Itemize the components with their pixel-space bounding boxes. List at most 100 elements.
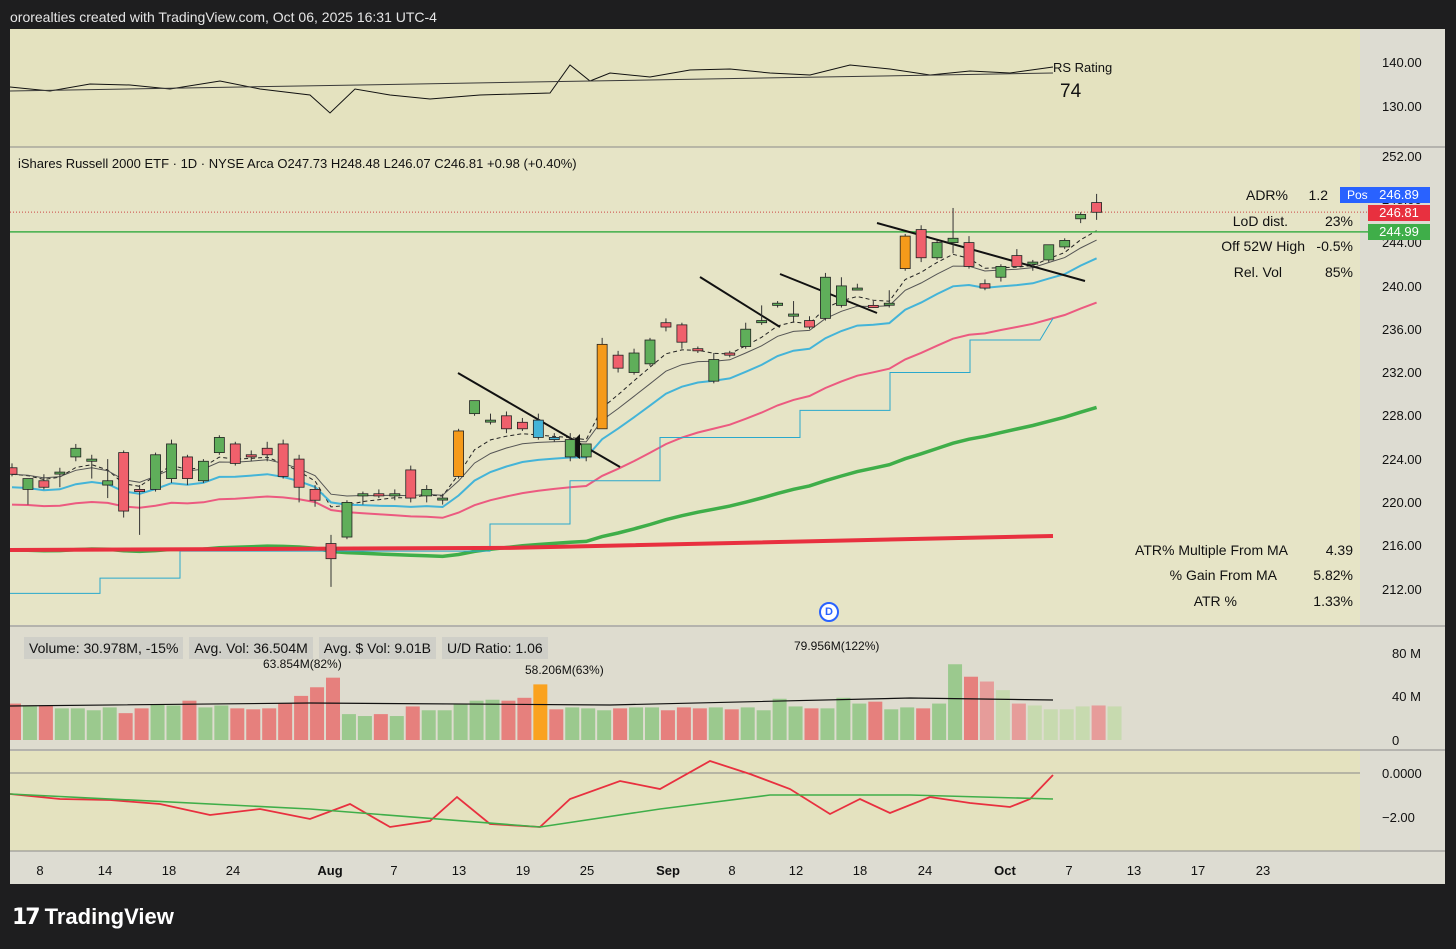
volume-bar bbox=[214, 705, 229, 740]
volume-peak-label-3: 79.956M(122%) bbox=[794, 639, 880, 653]
x-axis-tick: 25 bbox=[580, 863, 594, 878]
x-axis-tick: 14 bbox=[98, 863, 112, 878]
volume-bar bbox=[1043, 709, 1058, 740]
candle-body bbox=[804, 320, 815, 328]
chart-svg[interactable]: 252.00248.00244.00240.00236.00232.00228.… bbox=[10, 29, 1445, 884]
candle-body bbox=[772, 302, 783, 306]
volume-bar bbox=[979, 681, 994, 740]
candle-body bbox=[357, 493, 369, 497]
price-axis-tick: 212.00 bbox=[1382, 582, 1422, 597]
stat-atr-label: ATR % bbox=[1193, 593, 1237, 609]
volume-bar bbox=[676, 707, 691, 740]
volume-bar bbox=[230, 708, 245, 740]
candle-body bbox=[118, 452, 130, 512]
candle-body bbox=[612, 354, 624, 369]
volume-bar bbox=[150, 704, 165, 740]
price-axis-tick: 220.00 bbox=[1382, 495, 1422, 510]
candle-body bbox=[532, 419, 544, 438]
x-axis-tick: Aug bbox=[317, 863, 342, 878]
price-axis-tick: 252.00 bbox=[1382, 149, 1422, 164]
volume-bar bbox=[326, 677, 340, 740]
volume-bar bbox=[533, 684, 548, 740]
rs-line bbox=[10, 64, 1054, 114]
stat-atr-value: 1.33% bbox=[1313, 593, 1353, 609]
ema-21-line bbox=[11, 301, 1097, 519]
volume-bar bbox=[724, 709, 739, 740]
sma-200-line bbox=[10, 533, 1054, 553]
candle-body bbox=[309, 489, 321, 501]
candle-body bbox=[341, 501, 353, 538]
volume-bar bbox=[1075, 706, 1090, 740]
oscillator-pane-bg bbox=[10, 751, 1360, 851]
chart-area[interactable]: 252.00248.00244.00240.00236.00232.00228.… bbox=[10, 29, 1445, 884]
volume-bar bbox=[453, 704, 468, 740]
volume-bar bbox=[310, 687, 325, 740]
volume-bar bbox=[613, 708, 628, 740]
candle-body bbox=[516, 421, 528, 430]
candle-body bbox=[389, 493, 401, 497]
price-axis-tick: 236.00 bbox=[1382, 322, 1422, 337]
volume-info: Volume: 30.978M, -15% bbox=[24, 637, 184, 659]
x-axis-tick: 8 bbox=[36, 863, 43, 878]
candle-body bbox=[740, 328, 752, 347]
price-axis-tick: 228.00 bbox=[1382, 408, 1422, 423]
volume-bar bbox=[102, 707, 117, 740]
volume-bar bbox=[86, 710, 101, 740]
candle-body bbox=[22, 478, 34, 490]
volume-average-line bbox=[10, 697, 1054, 707]
stat-lod-label: LoD dist. bbox=[1232, 213, 1288, 229]
volume-bar bbox=[166, 705, 181, 740]
oscillator-axis-tick: −2.00 bbox=[1382, 810, 1415, 825]
candle-body bbox=[899, 235, 911, 269]
candle-body bbox=[947, 237, 959, 244]
candle-body bbox=[10, 467, 18, 475]
candle-body bbox=[995, 266, 1007, 278]
candle-body bbox=[197, 460, 209, 482]
candle-body bbox=[485, 419, 496, 423]
volume-bar bbox=[836, 697, 851, 740]
candle-body bbox=[676, 324, 688, 343]
candle-body bbox=[325, 543, 337, 560]
stat-relvol-label: Rel. Vol bbox=[1233, 264, 1282, 280]
x-axis-tick: 24 bbox=[918, 863, 932, 878]
dividend-marker-icon[interactable]: D bbox=[819, 602, 839, 622]
volume-bar bbox=[900, 707, 915, 740]
candle-body bbox=[867, 304, 879, 308]
candle-body bbox=[1027, 261, 1039, 265]
volume-axis-tick: 40 M bbox=[1392, 689, 1421, 704]
volume-bar bbox=[692, 708, 707, 740]
volume-bar bbox=[995, 690, 1010, 740]
rs-axis-tick: 130.00 bbox=[1382, 99, 1422, 114]
candle-body bbox=[501, 415, 512, 430]
candle-body bbox=[915, 229, 927, 259]
candle-body bbox=[963, 242, 975, 267]
x-axis-tick: 13 bbox=[452, 863, 466, 878]
candle-body bbox=[931, 242, 943, 259]
stat-relvol-value: 85% bbox=[1324, 264, 1353, 280]
candle-body bbox=[405, 469, 417, 499]
candle-body bbox=[213, 437, 225, 454]
candle-body bbox=[245, 454, 257, 458]
candle-body bbox=[756, 320, 768, 324]
volume-bar bbox=[357, 716, 372, 740]
rs-rating-label: RS Rating bbox=[1053, 60, 1113, 75]
rs-pane-bg bbox=[10, 29, 1360, 147]
volume-bar bbox=[629, 707, 644, 740]
candle-body bbox=[564, 439, 576, 458]
oscillator-green-line bbox=[10, 793, 1054, 828]
volume-bar bbox=[549, 709, 564, 740]
candle-body bbox=[548, 437, 560, 441]
volume-bar bbox=[964, 676, 978, 740]
stat-lod-value: 23% bbox=[1324, 213, 1353, 229]
candle-body bbox=[708, 359, 720, 382]
avg-volume-info: Avg. Vol: 36.504M bbox=[189, 637, 313, 659]
stat-gain-value: 5.82% bbox=[1313, 567, 1353, 583]
candle-body bbox=[277, 443, 289, 477]
candle-body bbox=[182, 456, 193, 479]
close-price-tag: 246.81 bbox=[1368, 205, 1430, 221]
volume-bar bbox=[22, 706, 37, 740]
price-axis-tick: 240.00 bbox=[1382, 279, 1422, 294]
volume-bar bbox=[373, 714, 388, 740]
candle-body bbox=[54, 471, 66, 475]
volume-bar bbox=[820, 708, 835, 740]
